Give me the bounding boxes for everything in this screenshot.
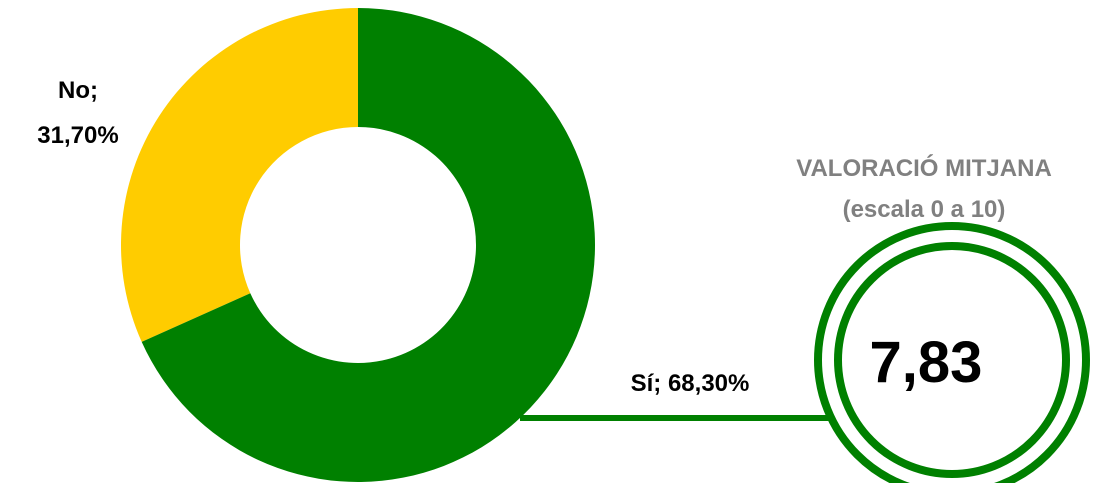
data-label: No; 31,70%: [37, 77, 119, 149]
annotation-title: VALORACIÓ MITJANA: [796, 155, 1052, 182]
data-label: Sí; 68,30%: [630, 370, 750, 397]
score-value: 7,83: [870, 330, 983, 395]
annotation-subtitle: (escala 0 a 10): [842, 196, 1006, 223]
inner-ring: [834, 242, 1070, 478]
donut-slice: [121, 8, 358, 342]
donut-slice: [141, 8, 596, 483]
